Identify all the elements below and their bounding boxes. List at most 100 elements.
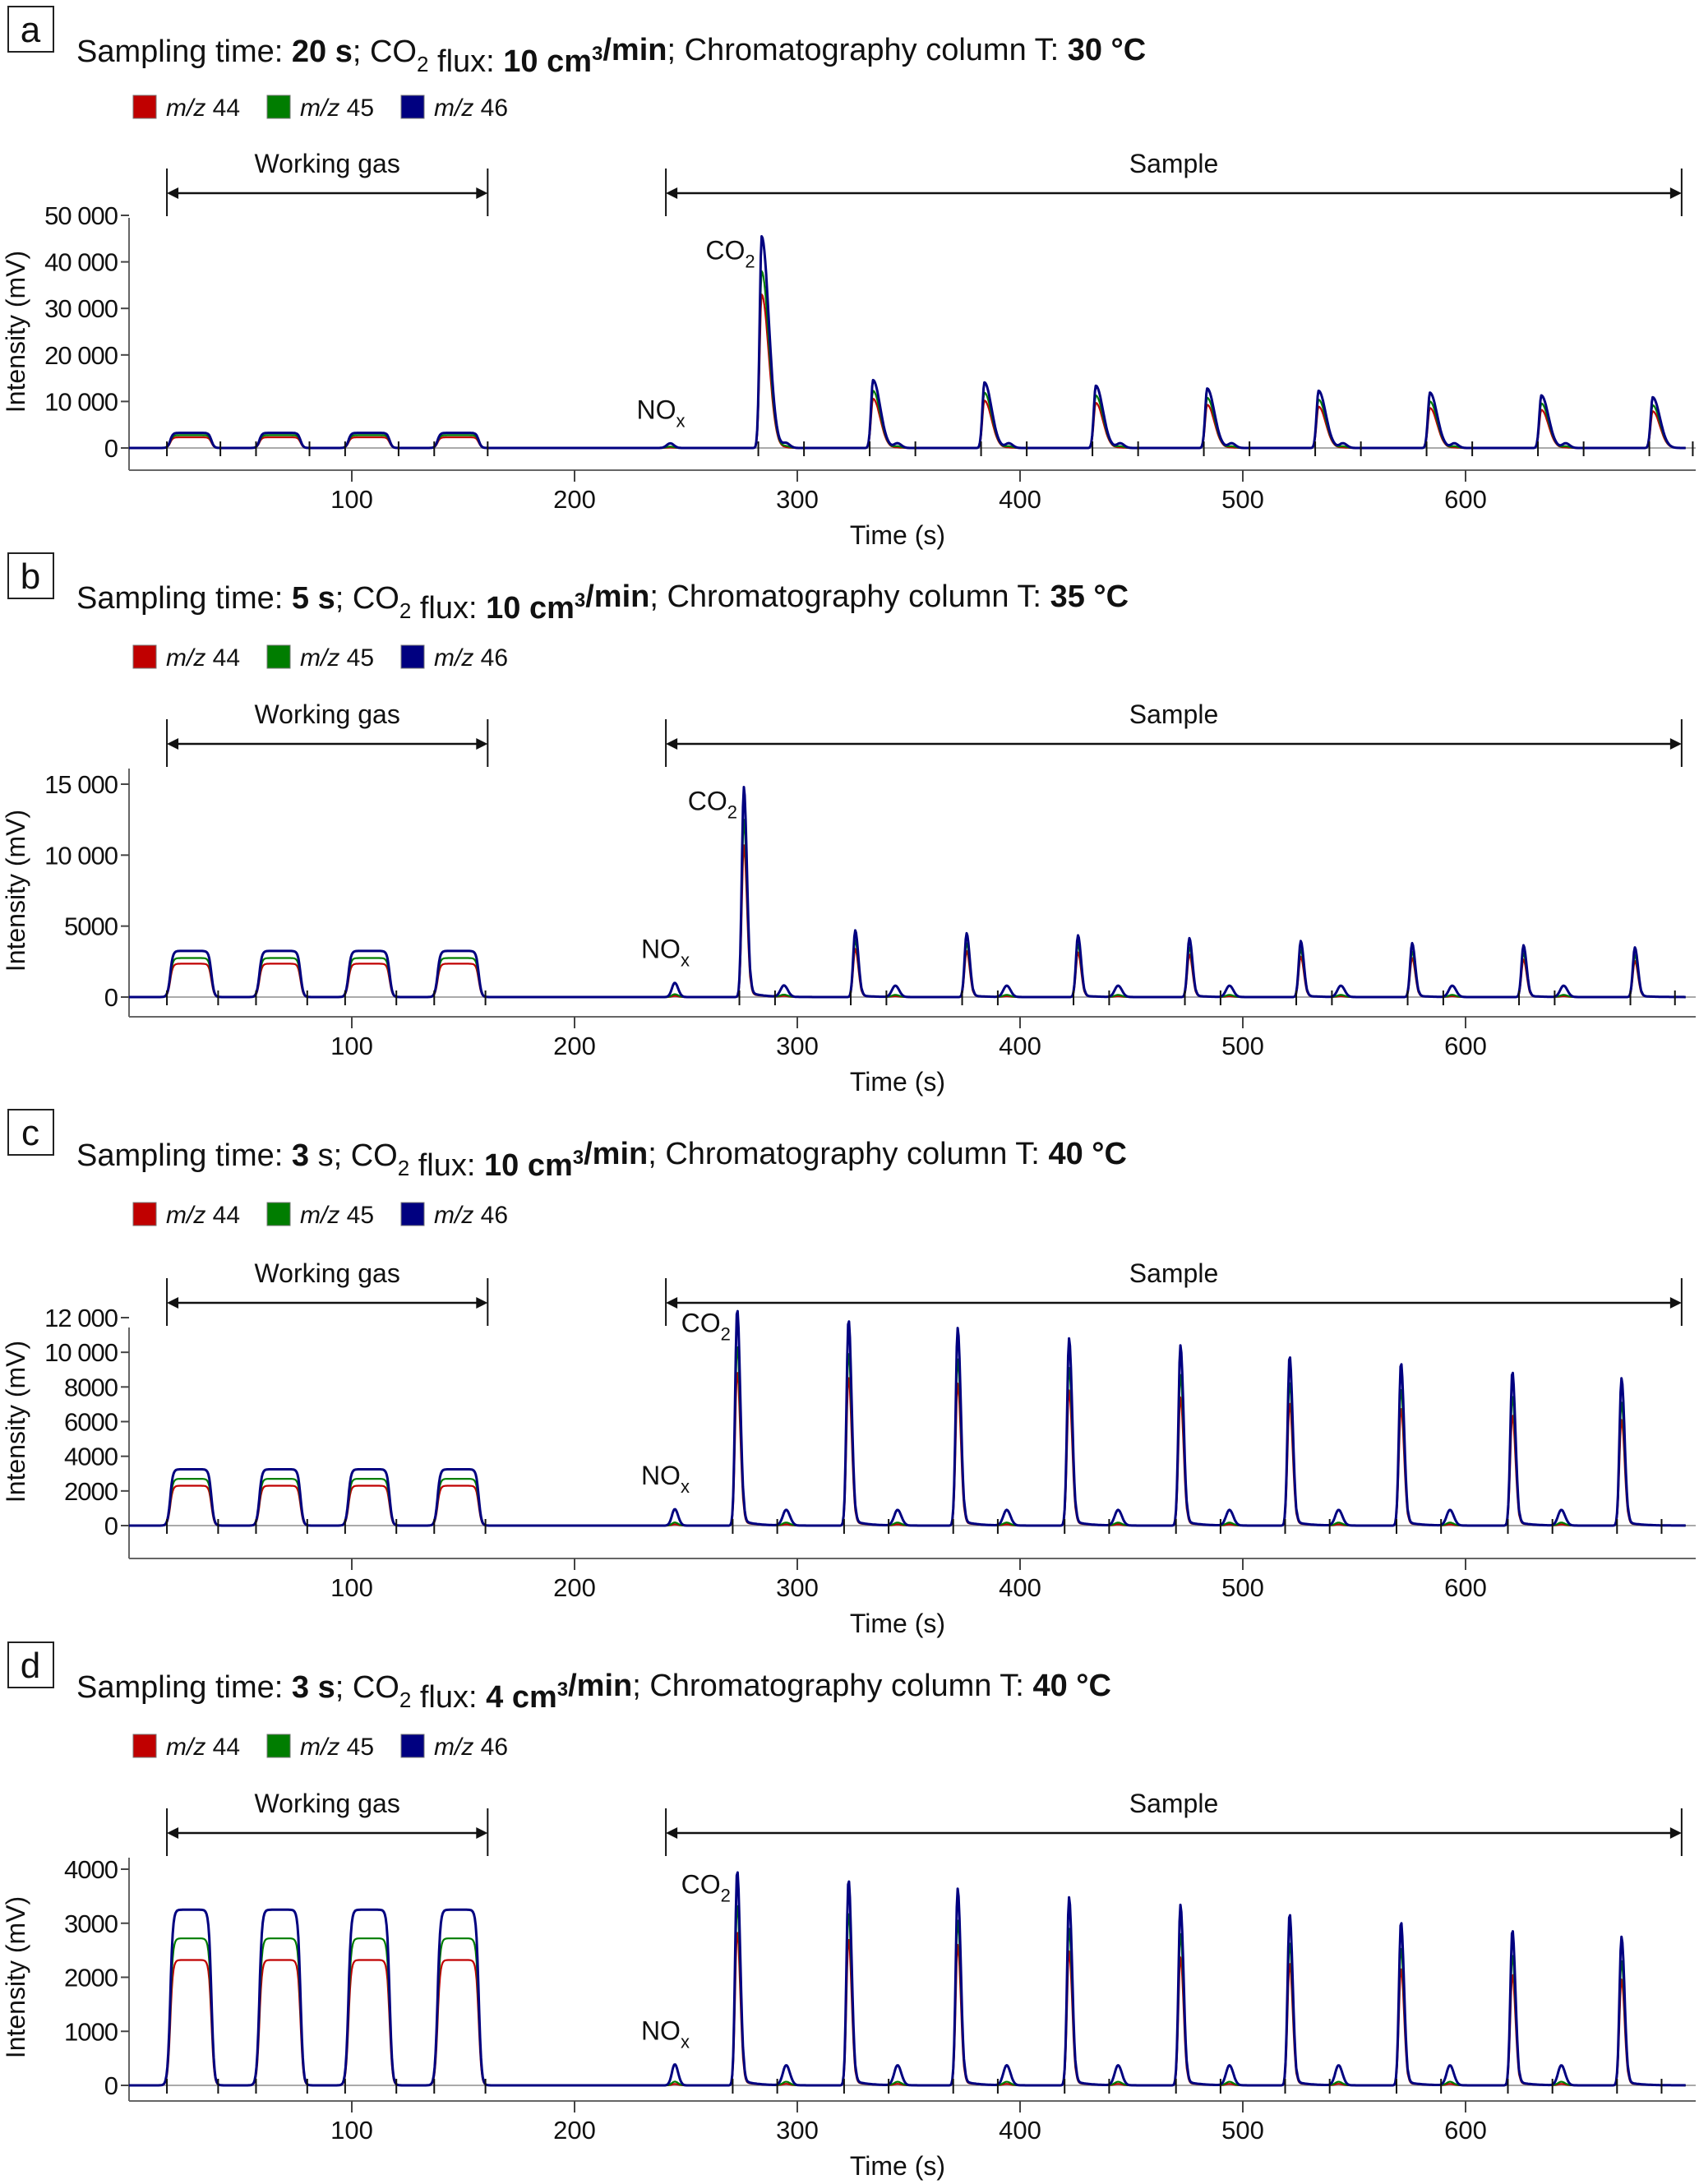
y-tick-label: 30 000 (44, 294, 118, 323)
nox-peak-label: NOx (641, 2015, 690, 2052)
title-segment: 10 cm (484, 1148, 573, 1183)
working-gas-range: Working gas (166, 149, 489, 216)
y-tick-label: 0 (104, 1512, 118, 1540)
x-tick-label: 100 (330, 1032, 373, 1060)
sample-range: Sample (665, 1258, 1683, 1326)
title-segment: ; CO (335, 1670, 399, 1705)
y-tick-label: 2000 (64, 1477, 118, 1506)
y-tick-label: 0 (104, 983, 118, 1012)
title-segment: ; Chromatography column T: (632, 1669, 1032, 1703)
range-label: Sample (1129, 149, 1219, 178)
legend-label-44: m/z 44 (166, 1734, 240, 1761)
trace-mz-46 (128, 235, 1687, 450)
range-label: Sample (1129, 700, 1219, 729)
legend-swatch-45 (266, 95, 291, 119)
y-tick-label: 5000 (64, 912, 118, 941)
y-axis-label: Intensity (mV) (1, 1896, 30, 2058)
range-label: Working gas (255, 1789, 400, 1818)
trace-mz-46 (128, 1309, 1687, 1527)
arrow-left-icon (666, 738, 678, 750)
trace-mz-44 (129, 844, 1686, 999)
legend-label-44: m/z 44 (166, 95, 240, 122)
trace-mz-45 (129, 819, 1686, 999)
nox-peak-label: NOx (637, 395, 686, 431)
title-segment: 35 °C (1050, 579, 1129, 614)
title-superscript: 3 (573, 1147, 584, 1169)
legend-label-45: m/z 45 (300, 1202, 374, 1229)
legend-label-45: m/z 45 (300, 644, 374, 672)
range-label: Working gas (255, 700, 400, 729)
x-axis-label: Time (s) (850, 520, 945, 550)
x-axis-label: Time (s) (850, 1067, 945, 1097)
title-segment: ; CO (353, 35, 417, 69)
panel-label: b (21, 556, 40, 597)
y-tick-label: 6000 (64, 1408, 118, 1437)
title-segment: Sampling time: (76, 1670, 292, 1705)
title-segment: Sampling time: (76, 581, 292, 616)
panel-label: a (21, 10, 41, 50)
legend-label-45: m/z 45 (300, 95, 374, 122)
trace-mz-45 (129, 1346, 1686, 1527)
y-tick-label: 4000 (64, 1443, 118, 1471)
legend: m/z 44 m/z 45 m/z 46 (132, 1202, 508, 1229)
title-segment: ; CO (335, 581, 399, 616)
arrow-right-icon (1669, 738, 1682, 750)
legend-swatch-46 (400, 644, 425, 669)
arrow-left-icon (666, 187, 678, 199)
y-tick-label: 15 000 (44, 770, 118, 799)
title-segment: flux: (411, 591, 486, 626)
y-tick-label: 2000 (64, 1964, 118, 1992)
y-tick-label: 10 000 (44, 1338, 118, 1367)
x-tick-label: 600 (1444, 2116, 1487, 2145)
title-segment: /min (568, 1669, 632, 1703)
y-tick-label: 0 (104, 434, 118, 463)
x-tick-label: 200 (553, 1573, 596, 1602)
working-gas-range: Working gas (166, 700, 489, 767)
trace-mz-44 (129, 293, 1686, 450)
x-tick-label: 300 (776, 2116, 819, 2145)
axes: 0 5000 10 000 15 000 100 200 300 400 500 600 Time … (1, 769, 1696, 1097)
arrow-right-icon (1669, 1827, 1682, 1839)
range-label: Working gas (255, 1258, 400, 1288)
panel-label: c (21, 1113, 39, 1153)
legend-swatch-44 (132, 95, 157, 119)
legend-swatch-46 (400, 95, 425, 119)
x-tick-label: 600 (1444, 1573, 1487, 1602)
legend-swatch-44 (132, 1202, 157, 1226)
co2-peak-label: CO2 (705, 235, 755, 271)
title-segment: ; Chromatography column T: (649, 579, 1050, 614)
x-tick-label: 500 (1221, 1032, 1264, 1060)
panel-a: a Sampling time: 20 s; CO2 flux: 10 cm3/m… (1, 6, 1696, 550)
title-segment: 4 cm (486, 1680, 557, 1715)
legend: m/z 44 m/z 45 m/z 46 (132, 644, 508, 672)
nox-peak-label: NOx (641, 935, 690, 971)
title-segment: 10 cm (503, 44, 592, 79)
legend: m/z 44 m/z 45 m/z 46 (132, 1734, 508, 1761)
legend-swatch-45 (266, 1734, 291, 1758)
y-tick-label: 40 000 (44, 248, 118, 277)
title-segment: s; CO (309, 1138, 398, 1173)
x-tick-label: 100 (330, 2116, 373, 2145)
title-segment: ; Chromatography column T: (648, 1137, 1048, 1171)
y-tick-label: 8000 (64, 1373, 118, 1401)
arrow-right-icon (1669, 1297, 1682, 1309)
x-axis-label: Time (s) (850, 1609, 945, 1638)
title-segment: 40 °C (1048, 1137, 1126, 1171)
title-segment: flux: (428, 44, 503, 79)
traces (128, 1871, 1687, 2087)
title-segment: 40 °C (1032, 1669, 1110, 1703)
title-segment: flux: (409, 1148, 484, 1183)
traces (128, 235, 1687, 450)
title-segment: 10 cm (486, 591, 575, 626)
panel-b: b Sampling time: 5 s; CO2 flux: 10 cm3/mi… (1, 552, 1696, 1097)
y-tick-label: 20 000 (44, 341, 118, 370)
x-tick-label: 500 (1221, 1573, 1264, 1602)
legend-label-44: m/z 44 (166, 1202, 240, 1229)
legend-label-46: m/z 46 (434, 1202, 508, 1229)
title-subscript: 2 (417, 52, 428, 76)
panel-title: Sampling time: 3 s; CO2 flux: 4 cm3/min;… (76, 1669, 1111, 1715)
traces (128, 1309, 1687, 1527)
panel-label-box (7, 6, 54, 53)
x-axis-label: Time (s) (850, 2151, 945, 2181)
